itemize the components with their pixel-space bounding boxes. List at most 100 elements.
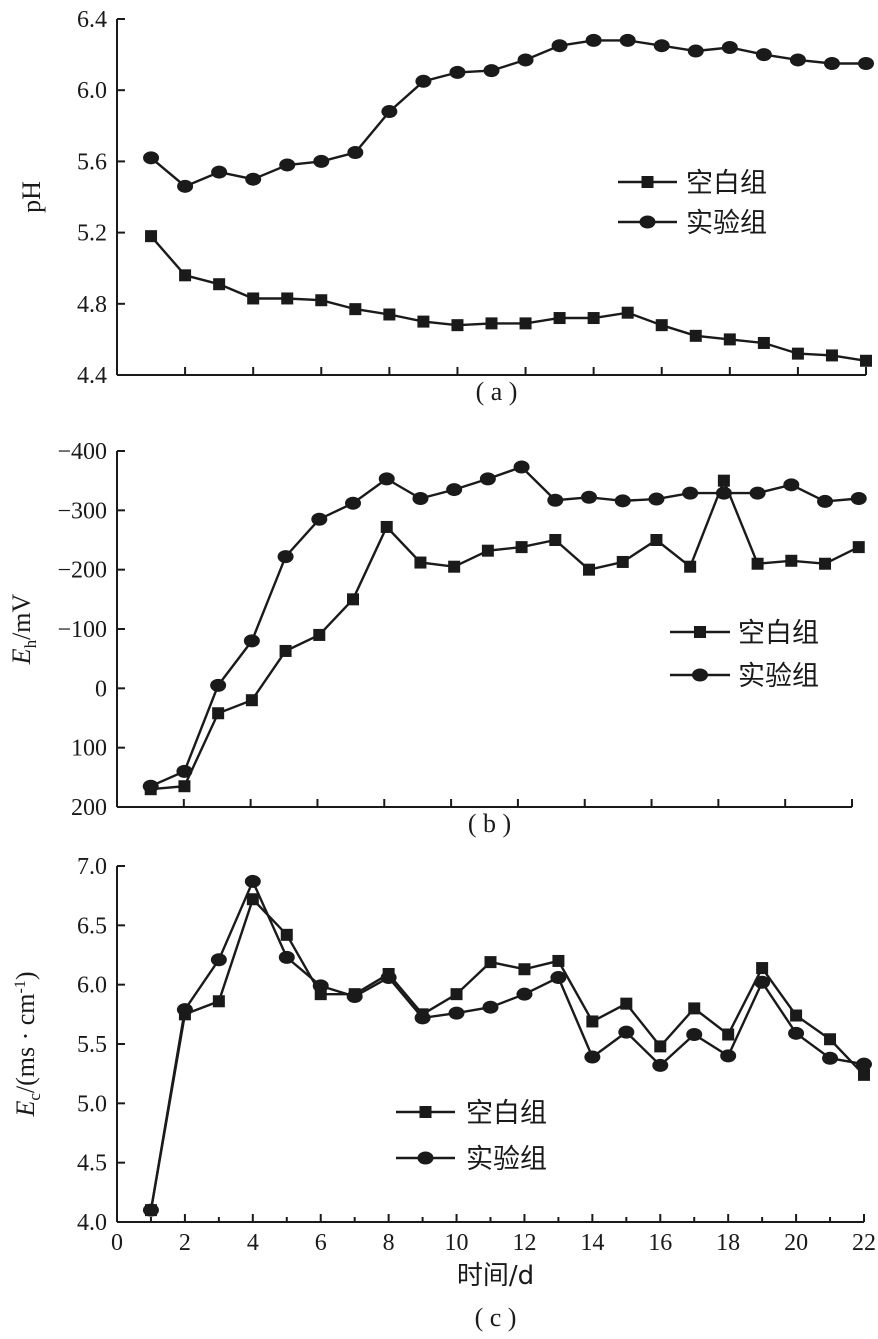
data-point-square xyxy=(315,294,328,307)
y-tick-label: 200 xyxy=(71,795,107,821)
data-point-circle xyxy=(652,1058,669,1072)
data-point-circle xyxy=(143,151,160,165)
y-tick-label: 5.2 xyxy=(77,221,107,247)
data-point-circle xyxy=(449,65,466,79)
series-blank-group xyxy=(144,474,865,796)
data-point-square xyxy=(757,336,770,349)
data-point-circle xyxy=(817,494,834,508)
data-point-square xyxy=(347,593,360,606)
data-point-circle xyxy=(279,158,296,172)
data-point-square xyxy=(723,333,736,346)
data-point-square xyxy=(246,893,259,906)
data-point-square xyxy=(451,319,464,332)
data-point-circle xyxy=(822,1051,839,1065)
data-point-square xyxy=(824,1033,837,1046)
data-point-circle xyxy=(412,491,429,505)
data-point-circle xyxy=(513,460,530,474)
legend-marker-circle xyxy=(692,668,708,682)
data-point-square xyxy=(380,520,393,533)
data-point-circle xyxy=(754,975,771,989)
data-point-square xyxy=(717,474,730,487)
data-point-square xyxy=(751,557,764,570)
data-point-circle xyxy=(446,483,463,497)
data-point-circle xyxy=(789,53,806,67)
data-point-square xyxy=(247,292,260,305)
series-line xyxy=(150,465,859,788)
data-point-square xyxy=(819,557,832,570)
data-point-square xyxy=(212,707,225,720)
data-point-circle xyxy=(614,494,631,508)
data-point-square xyxy=(484,956,497,969)
x-tick-label: 20 xyxy=(784,1230,808,1256)
data-point-circle xyxy=(448,1006,465,1020)
y-axis-label: pH xyxy=(17,181,46,213)
data-point-circle xyxy=(210,678,227,692)
data-point-circle xyxy=(720,1049,737,1063)
data-point-circle xyxy=(517,53,534,67)
y-tick-label: −200 xyxy=(57,558,107,584)
data-point-circle xyxy=(516,987,533,1001)
data-point-circle xyxy=(414,1011,431,1025)
series-blank-group xyxy=(144,893,870,1217)
y-axis-label-subscript: h xyxy=(21,639,40,648)
data-point-square xyxy=(414,556,427,569)
data-point-square xyxy=(485,317,498,330)
y-axis-label: Eh/mV xyxy=(7,593,40,665)
data-point-circle xyxy=(177,179,194,193)
data-point-circle xyxy=(176,1003,193,1017)
data-point-square xyxy=(583,563,596,576)
y-tick-label: −100 xyxy=(57,617,107,643)
legend-label: 实验组 xyxy=(738,661,819,692)
data-point-circle xyxy=(210,953,227,967)
data-point-square xyxy=(553,312,566,325)
data-point-square xyxy=(756,962,769,975)
panel-label: ( b ) xyxy=(468,809,511,838)
series-experiment-group xyxy=(143,33,874,193)
data-point-square xyxy=(279,644,292,657)
data-point-square xyxy=(213,278,226,291)
x-tick-label: 16 xyxy=(648,1230,672,1256)
data-point-square xyxy=(655,319,668,332)
data-point-circle xyxy=(856,1057,872,1071)
y-axis-label: Ec/(ms · cm-1) xyxy=(11,971,44,1117)
data-point-circle xyxy=(483,64,500,78)
data-point-square xyxy=(860,354,872,367)
data-point-square xyxy=(785,554,798,567)
y-axis-label-main: E xyxy=(11,1101,40,1118)
series-experiment-group xyxy=(142,460,867,793)
data-point-circle xyxy=(381,105,398,119)
data-point-square xyxy=(549,534,562,546)
y-tick-label: 7.0 xyxy=(77,854,107,880)
legend-marker-square xyxy=(641,176,654,188)
data-point-circle xyxy=(648,492,665,506)
data-point-circle xyxy=(313,154,330,168)
data-point-square xyxy=(349,303,362,316)
data-point-circle xyxy=(482,1000,499,1014)
x-tick-label: 2 xyxy=(179,1230,191,1256)
x-tick-label: 8 xyxy=(383,1230,395,1256)
y-tick-label: 4.5 xyxy=(77,1151,107,1177)
data-point-circle xyxy=(550,971,567,985)
series-line xyxy=(150,477,860,791)
data-point-square xyxy=(281,292,294,305)
y-tick-label: −400 xyxy=(57,439,107,465)
data-point-circle xyxy=(686,1028,703,1042)
data-point-circle xyxy=(581,490,598,504)
data-point-square xyxy=(515,541,528,554)
x-tick-label: 14 xyxy=(580,1230,604,1256)
x-tick-label: 6 xyxy=(315,1230,327,1256)
data-point-circle xyxy=(547,493,564,507)
data-point-square xyxy=(722,1028,735,1041)
y-tick-label: 5.6 xyxy=(77,149,107,175)
y-tick-label: 5.0 xyxy=(77,1091,107,1117)
data-point-circle xyxy=(347,146,364,159)
data-point-circle xyxy=(858,57,874,70)
legend-marker-circle xyxy=(417,1151,434,1165)
data-point-square xyxy=(587,312,600,325)
x-axis-label: 时间/d xyxy=(457,1261,534,1291)
y-tick-label: 6.0 xyxy=(77,973,107,999)
data-point-square xyxy=(212,995,225,1008)
data-point-circle xyxy=(618,1025,635,1039)
